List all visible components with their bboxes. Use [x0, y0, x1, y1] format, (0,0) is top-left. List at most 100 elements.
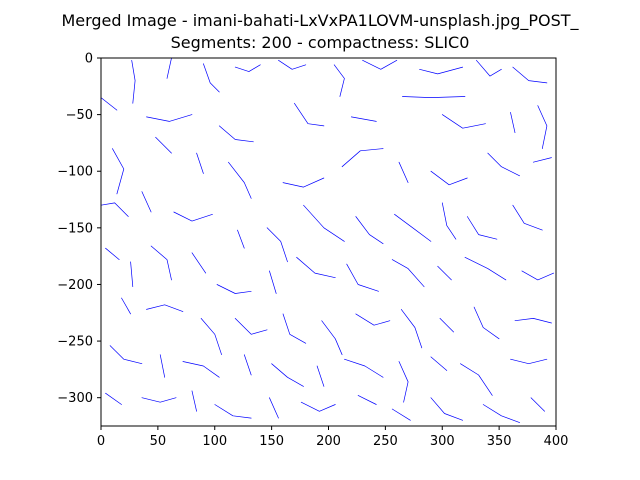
segment-line-42 [150, 245, 172, 281]
segment-line-53 [146, 304, 184, 312]
segment-line-52 [121, 297, 131, 315]
segment-line-5 [333, 64, 345, 97]
segment-line-3 [234, 64, 261, 72]
segment-lines [100, 57, 555, 423]
segment-line-46 [296, 256, 336, 279]
segment-line-28 [532, 157, 552, 163]
segment-line-26 [430, 170, 468, 186]
segment-line-27 [487, 152, 520, 177]
segment-line-56 [282, 313, 307, 344]
segment-line-6 [362, 59, 398, 70]
segment-line-54 [200, 318, 222, 356]
segment-line-51 [521, 270, 555, 281]
x-tick-label: 150 [259, 434, 284, 449]
y-tick-label: −250 [57, 335, 93, 350]
segment-line-25 [398, 161, 409, 183]
segment-line-49 [437, 265, 452, 281]
segment-line-4 [278, 59, 307, 70]
segment-line-84 [530, 397, 545, 412]
segment-line-65 [182, 361, 220, 378]
segment-line-67 [271, 363, 304, 387]
segment-line-76 [191, 390, 197, 412]
segment-line-57 [321, 320, 343, 356]
segment-line-14 [350, 116, 377, 122]
segment-line-32 [237, 229, 245, 249]
segment-line-1 [166, 57, 172, 79]
segment-line-50 [464, 256, 507, 281]
segment-line-79 [300, 401, 336, 412]
segment-line-45 [269, 270, 277, 294]
y-tick-label: −100 [57, 165, 93, 180]
y-tick-label: −300 [57, 391, 93, 406]
segment-line-35 [355, 216, 384, 245]
segment-line-18 [537, 105, 548, 149]
y-tick-label: −150 [57, 221, 93, 236]
segment-line-71 [430, 356, 448, 371]
segment-line-78 [269, 397, 279, 419]
segment-line-22 [228, 161, 252, 199]
segment-line-40 [105, 247, 120, 260]
segment-line-39 [512, 204, 543, 231]
x-tick-label: 300 [430, 434, 455, 449]
segment-line-55 [234, 318, 268, 335]
segment-line-36 [394, 213, 432, 242]
x-tick-label: 0 [97, 434, 105, 449]
chart-subtitle: Segments: 200 - compactness: SLIC0 [170, 33, 470, 52]
segment-line-8 [476, 59, 502, 77]
segment-line-11 [146, 114, 193, 122]
segment-line-61 [473, 306, 500, 340]
segment-line-73 [510, 358, 548, 365]
x-tick-label: 200 [316, 434, 341, 449]
segment-line-13 [294, 102, 325, 127]
axes-frame [100, 57, 557, 427]
segment-line-17 [510, 112, 516, 134]
segment-line-72 [460, 363, 493, 396]
segment-line-77 [214, 404, 252, 419]
segment-line-43 [191, 252, 207, 274]
segment-line-44 [216, 284, 252, 294]
segment-line-64 [159, 354, 166, 378]
segment-line-63 [109, 345, 143, 365]
x-tick-label: 50 [150, 434, 167, 449]
y-tick-label: −200 [57, 278, 93, 293]
segment-line-21 [196, 152, 204, 174]
segment-line-38 [466, 216, 498, 240]
segment-line-33 [266, 227, 288, 263]
y-tick-label: −50 [66, 108, 93, 123]
segment-line-10 [100, 97, 118, 111]
segment-line-7 [419, 66, 464, 75]
segment-line-29 [100, 202, 129, 217]
segment-line-74 [105, 392, 122, 405]
x-tick-label: 250 [373, 434, 398, 449]
segment-line-80 [357, 395, 377, 405]
segment-line-70 [398, 361, 409, 403]
segment-line-48 [391, 259, 425, 288]
segment-line-12 [218, 125, 254, 143]
segment-line-47 [346, 263, 379, 292]
segment-line-66 [243, 354, 252, 376]
segment-line-58 [355, 313, 391, 326]
x-tick-label: 350 [487, 434, 512, 449]
segment-line-81 [391, 408, 411, 421]
segment-line-69 [344, 358, 384, 378]
segment-line-82 [430, 397, 464, 421]
segment-line-20 [155, 136, 172, 154]
segment-line-60 [439, 318, 454, 333]
axis-ticks: 0 50 100 150 200 250 300 350 400 0 −50 −100 −150 −200… [57, 52, 568, 450]
segment-line-2 [203, 63, 220, 93]
segment-line-16 [441, 114, 486, 129]
segment-line-31 [173, 211, 213, 222]
x-tick-label: 100 [202, 434, 227, 449]
segment-line-37 [441, 202, 457, 240]
segment-line-75 [141, 397, 177, 403]
segment-line-62 [514, 318, 552, 324]
segment-line-83 [482, 404, 520, 423]
chart-title: Merged Image - imani-bahati-LxVxPA1LOVM-… [61, 11, 579, 30]
segment-line-15 [402, 96, 466, 98]
segment-line-9 [512, 66, 548, 84]
segment-line-34 [303, 204, 345, 242]
segment-line-23 [282, 177, 325, 188]
segment-line-41 [130, 261, 134, 288]
segment-line-19 [112, 148, 125, 195]
